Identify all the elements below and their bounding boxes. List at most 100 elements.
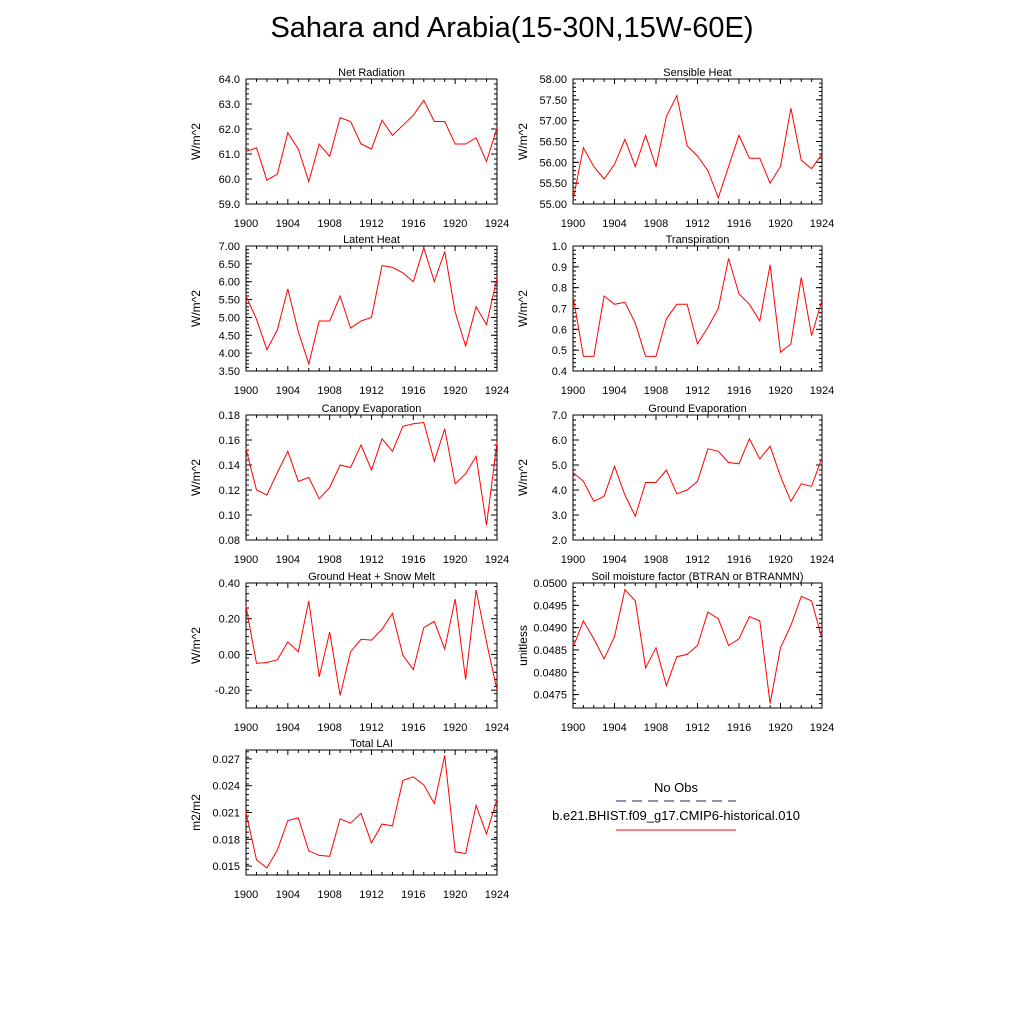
x-tick-label: 1908 — [317, 889, 341, 901]
x-tick-label: 1908 — [644, 385, 668, 397]
y-tick-label: 0.00 — [219, 649, 240, 661]
y-tick-label: 7.00 — [219, 241, 240, 253]
x-tick-label: 1916 — [401, 722, 425, 734]
y-tick-label: 0.6 — [552, 324, 567, 336]
x-tick-label: 1912 — [685, 218, 709, 230]
y-tick-label: 0.10 — [219, 510, 240, 522]
panel-title: Latent Heat — [343, 234, 400, 246]
plot-frame — [245, 582, 498, 709]
y-tick-label: 0.16 — [219, 435, 240, 447]
x-tick-label: 1904 — [602, 385, 626, 397]
y-tick-label: 61.0 — [219, 149, 240, 161]
x-tick-label: 1912 — [359, 218, 383, 230]
y-tick-label: 4.00 — [219, 348, 240, 360]
x-tick-label: 1916 — [727, 218, 751, 230]
y-tick-label: 0.4 — [552, 366, 567, 378]
y-tick-label: -0.20 — [215, 685, 240, 697]
legend: No Obs b.e21.BHIST.f09_g17.CMIP6-historic… — [552, 780, 800, 831]
x-tick-label: 1904 — [276, 889, 300, 901]
plot-frame — [245, 749, 498, 876]
panel-2: 1900 1904 1908 1912 1916 1920 1924 55.00 55.50 56… — [516, 67, 834, 230]
x-tick-label: 1920 — [768, 554, 792, 566]
x-tick-label: 1916 — [727, 722, 751, 734]
y-tick-label: 5.00 — [219, 312, 240, 324]
x-tick-label: 1900 — [234, 554, 258, 566]
panel-8: 1900 1904 1908 1912 1916 1920 1924 0.0475 0.0480… — [516, 571, 834, 734]
x-tick-label: 1920 — [443, 385, 467, 397]
y-tick-label: 5.0 — [552, 460, 567, 472]
panel-1: 1900 1904 1908 1912 1916 1920 1924 59.0 60.0 61.0… — [189, 67, 509, 230]
y-tick-label: 0.0485 — [533, 645, 567, 657]
x-tick-label: 1920 — [443, 722, 467, 734]
series-line — [572, 588, 823, 704]
y-tick-label: 0.08 — [219, 535, 240, 547]
series-line — [245, 99, 498, 184]
x-tick-label: 1912 — [685, 722, 709, 734]
y-tick-label: 0.021 — [212, 808, 240, 820]
x-tick-label: 1908 — [317, 722, 341, 734]
x-tick-label: 1912 — [359, 554, 383, 566]
panel-7: 1900 1904 1908 1912 1916 1920 1924 -0.20 0.00 0.2… — [189, 571, 509, 734]
x-tick-label: 1904 — [276, 218, 300, 230]
legend-obs-label: No Obs — [654, 780, 699, 795]
x-tick-label: 1904 — [602, 722, 626, 734]
y-tick-label: 55.50 — [539, 178, 567, 190]
y-tick-label: 3.50 — [219, 366, 240, 378]
x-tick-label: 1916 — [401, 385, 425, 397]
y-tick-label: 0.5 — [552, 345, 567, 357]
x-tick-label: 1900 — [234, 722, 258, 734]
y-tick-label: 0.015 — [212, 861, 240, 873]
y-tick-label: 0.024 — [212, 781, 240, 793]
panel-4: 1900 1904 1908 1912 1916 1920 1924 0.4 0.5 0.6 0.7… — [516, 234, 834, 397]
y-axis-label: W/m^2 — [189, 627, 203, 664]
x-tick-label: 1908 — [317, 218, 341, 230]
x-tick-label: 1916 — [401, 554, 425, 566]
y-tick-label: 0.20 — [219, 614, 240, 626]
main-title: Sahara and Arabia(15-30N,15W-60E) — [270, 12, 754, 44]
y-tick-label: 56.00 — [539, 157, 567, 169]
panel-title: Ground Heat + Snow Melt — [308, 571, 435, 583]
legend-model-label: b.e21.BHIST.f09_g17.CMIP6-historical.010 — [552, 808, 800, 823]
y-tick-label: 0.18 — [219, 410, 240, 422]
y-axis-label: W/m^2 — [189, 123, 203, 160]
y-tick-label: 6.50 — [219, 259, 240, 271]
y-tick-label: 0.0490 — [533, 623, 567, 635]
x-tick-label: 1924 — [485, 554, 509, 566]
y-tick-label: 6.00 — [219, 277, 240, 289]
panel-title: Soil moisture factor (BTRAN or BTRANMN) — [591, 571, 803, 583]
y-tick-label: 0.027 — [212, 754, 240, 766]
y-tick-label: 7.0 — [552, 410, 567, 422]
series-line — [245, 421, 498, 526]
x-tick-label: 1912 — [685, 385, 709, 397]
y-tick-label: 0.0475 — [533, 690, 567, 702]
x-tick-label: 1900 — [561, 385, 585, 397]
y-tick-label: 0.12 — [219, 485, 240, 497]
panel-6: 1900 1904 1908 1912 1916 1920 1924 2.0 3.0 4.0 5.0… — [516, 403, 834, 566]
y-tick-label: 62.0 — [219, 124, 240, 136]
y-tick-label: 0.0495 — [533, 600, 567, 612]
plot-frame — [245, 245, 498, 372]
x-tick-label: 1924 — [485, 385, 509, 397]
panel-title: Transpiration — [666, 234, 730, 246]
series-line — [245, 246, 498, 366]
x-tick-label: 1920 — [768, 218, 792, 230]
x-tick-label: 1912 — [359, 889, 383, 901]
y-axis-label: unitless — [516, 625, 530, 666]
y-tick-label: 4.50 — [219, 330, 240, 342]
x-tick-label: 1920 — [443, 889, 467, 901]
x-tick-label: 1908 — [644, 554, 668, 566]
plot-frame — [245, 414, 498, 541]
x-tick-label: 1904 — [602, 218, 626, 230]
plot-frame — [572, 245, 823, 372]
y-tick-label: 59.0 — [219, 199, 240, 211]
x-tick-label: 1916 — [727, 554, 751, 566]
x-tick-label: 1924 — [485, 218, 509, 230]
x-tick-label: 1904 — [602, 554, 626, 566]
y-axis-label: W/m^2 — [516, 123, 530, 160]
series-line — [245, 590, 498, 696]
y-tick-label: 57.50 — [539, 95, 567, 107]
x-tick-label: 1900 — [234, 889, 258, 901]
x-tick-label: 1912 — [685, 554, 709, 566]
panel-title: Ground Evaporation — [648, 403, 746, 415]
